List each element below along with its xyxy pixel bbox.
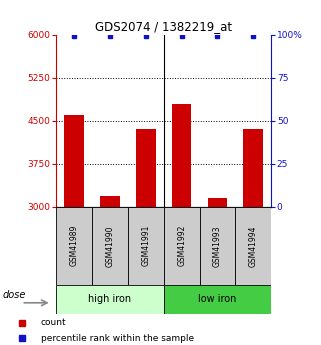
- Text: GSM41992: GSM41992: [177, 225, 186, 266]
- Text: GSM41989: GSM41989: [70, 225, 79, 266]
- Text: high iron: high iron: [88, 294, 132, 304]
- Bar: [56, 285, 164, 314]
- Text: percentile rank within the sample: percentile rank within the sample: [41, 334, 194, 343]
- Bar: [243, 129, 263, 207]
- Text: GSM41994: GSM41994: [249, 225, 258, 267]
- Bar: [92, 207, 128, 285]
- Text: GSM41993: GSM41993: [213, 225, 222, 267]
- Bar: [164, 285, 271, 314]
- Text: count: count: [41, 318, 66, 327]
- Bar: [200, 207, 235, 285]
- Bar: [100, 196, 120, 207]
- Text: GSM41990: GSM41990: [105, 225, 115, 267]
- Bar: [172, 104, 192, 207]
- Bar: [208, 198, 227, 207]
- Text: dose: dose: [3, 290, 26, 300]
- Bar: [164, 207, 200, 285]
- Bar: [235, 207, 271, 285]
- Text: low iron: low iron: [198, 294, 237, 304]
- Bar: [56, 207, 92, 285]
- Bar: [64, 115, 84, 207]
- Bar: [136, 129, 156, 207]
- Bar: [128, 207, 164, 285]
- Title: GDS2074 / 1382219_at: GDS2074 / 1382219_at: [95, 20, 232, 33]
- Text: GSM41991: GSM41991: [141, 225, 150, 266]
